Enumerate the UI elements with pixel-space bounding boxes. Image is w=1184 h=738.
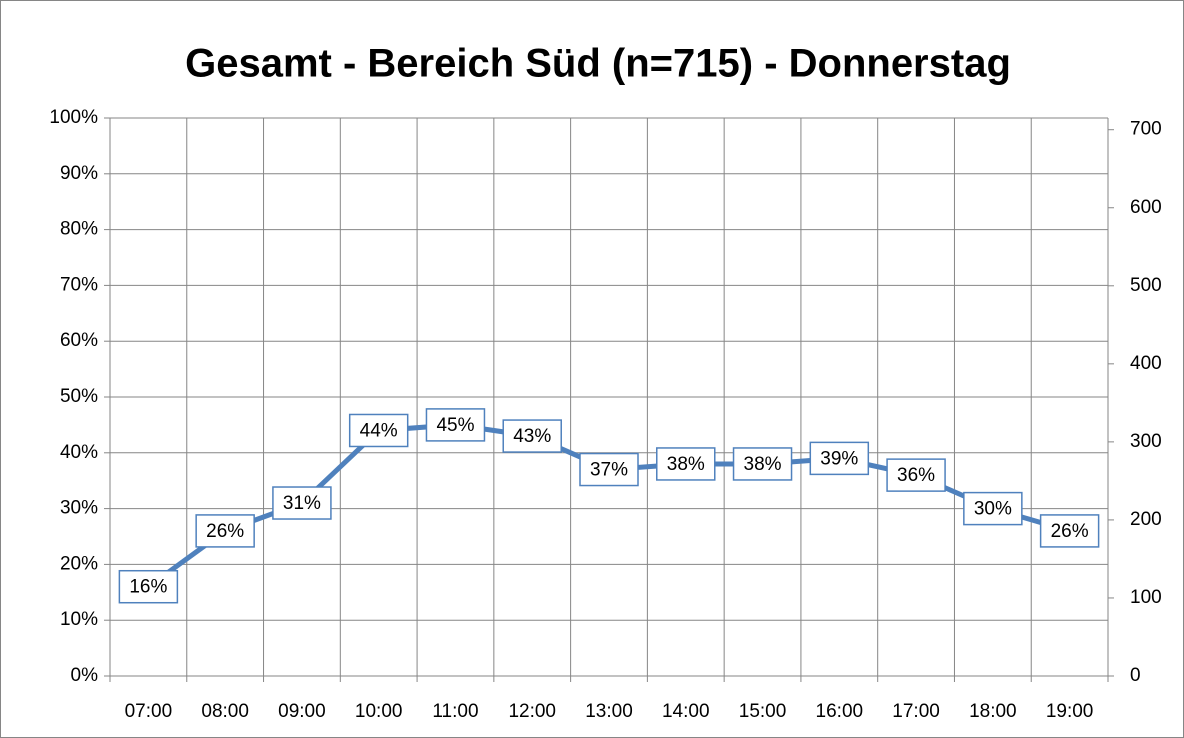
y2-tick-label: 300 (1130, 431, 1162, 452)
data-label: 31% (283, 493, 321, 514)
x-tick-label: 09:00 (278, 701, 326, 722)
y-tick-label: 40% (60, 442, 98, 463)
x-tick-label: 11:00 (432, 701, 478, 722)
y2-tick-label: 200 (1130, 509, 1162, 530)
x-tick-label: 19:00 (1046, 701, 1094, 722)
x-tick-label: 07:00 (125, 701, 173, 722)
y2-tick-label: 500 (1130, 275, 1162, 296)
data-label-box (348, 413, 409, 448)
data-label: 45% (436, 415, 474, 436)
x-tick-label: 15:00 (739, 701, 787, 722)
y-tick-label: 60% (60, 330, 98, 351)
y2-tick-label: 400 (1130, 353, 1162, 374)
data-label: 30% (974, 499, 1012, 520)
data-label: 16% (129, 577, 167, 598)
x-tick-label: 18:00 (969, 701, 1017, 722)
x-tick-label: 08:00 (201, 701, 249, 722)
y-tick-label: 10% (60, 609, 98, 630)
y2-tick-label: 700 (1130, 119, 1162, 140)
x-tick-label: 14:00 (662, 701, 710, 722)
y-tick-label: 90% (60, 163, 98, 184)
data-label: 43% (513, 426, 551, 447)
y-tick-label: 100% (49, 107, 98, 128)
data-label-box (809, 441, 870, 476)
y-tick-label: 70% (60, 274, 98, 295)
data-label-box (579, 452, 639, 487)
data-label: 44% (360, 420, 398, 441)
x-tick-label: 16:00 (816, 701, 864, 722)
data-label-box (656, 447, 716, 481)
data-label: 37% (590, 460, 628, 481)
data-label-box (963, 491, 1023, 526)
x-tick-label: 12:00 (508, 701, 556, 722)
data-label-box (1039, 514, 1100, 548)
data-label: 26% (206, 521, 244, 542)
data-label-box (425, 408, 486, 442)
y2-tick-label: 100 (1130, 587, 1162, 608)
y2-tick-label: 600 (1130, 197, 1162, 218)
data-label-box (195, 514, 255, 548)
data-label: 26% (1051, 521, 1089, 542)
data-label-box (886, 458, 946, 492)
data-label-box (118, 569, 179, 604)
chart-title: Gesamt - Bereich Süd (n=715) - Donnersta… (185, 42, 1011, 86)
data-label: 36% (897, 465, 935, 486)
x-tick-label: 10:00 (355, 701, 403, 722)
data-label: 38% (667, 454, 705, 475)
x-tick-label: 13:00 (585, 701, 633, 722)
y-tick-label: 0% (71, 665, 99, 686)
data-label-box (502, 419, 562, 453)
x-tick-label: 17:00 (892, 701, 940, 722)
y2-tick-label: 0 (1130, 665, 1141, 686)
data-label: 39% (820, 448, 858, 469)
y-tick-label: 80% (60, 219, 98, 240)
y-tick-label: 20% (60, 553, 98, 574)
data-label-box (272, 486, 332, 520)
data-label: 38% (744, 454, 782, 475)
y-tick-label: 30% (60, 498, 98, 519)
y-tick-label: 50% (60, 386, 98, 407)
data-label-box (732, 447, 793, 481)
